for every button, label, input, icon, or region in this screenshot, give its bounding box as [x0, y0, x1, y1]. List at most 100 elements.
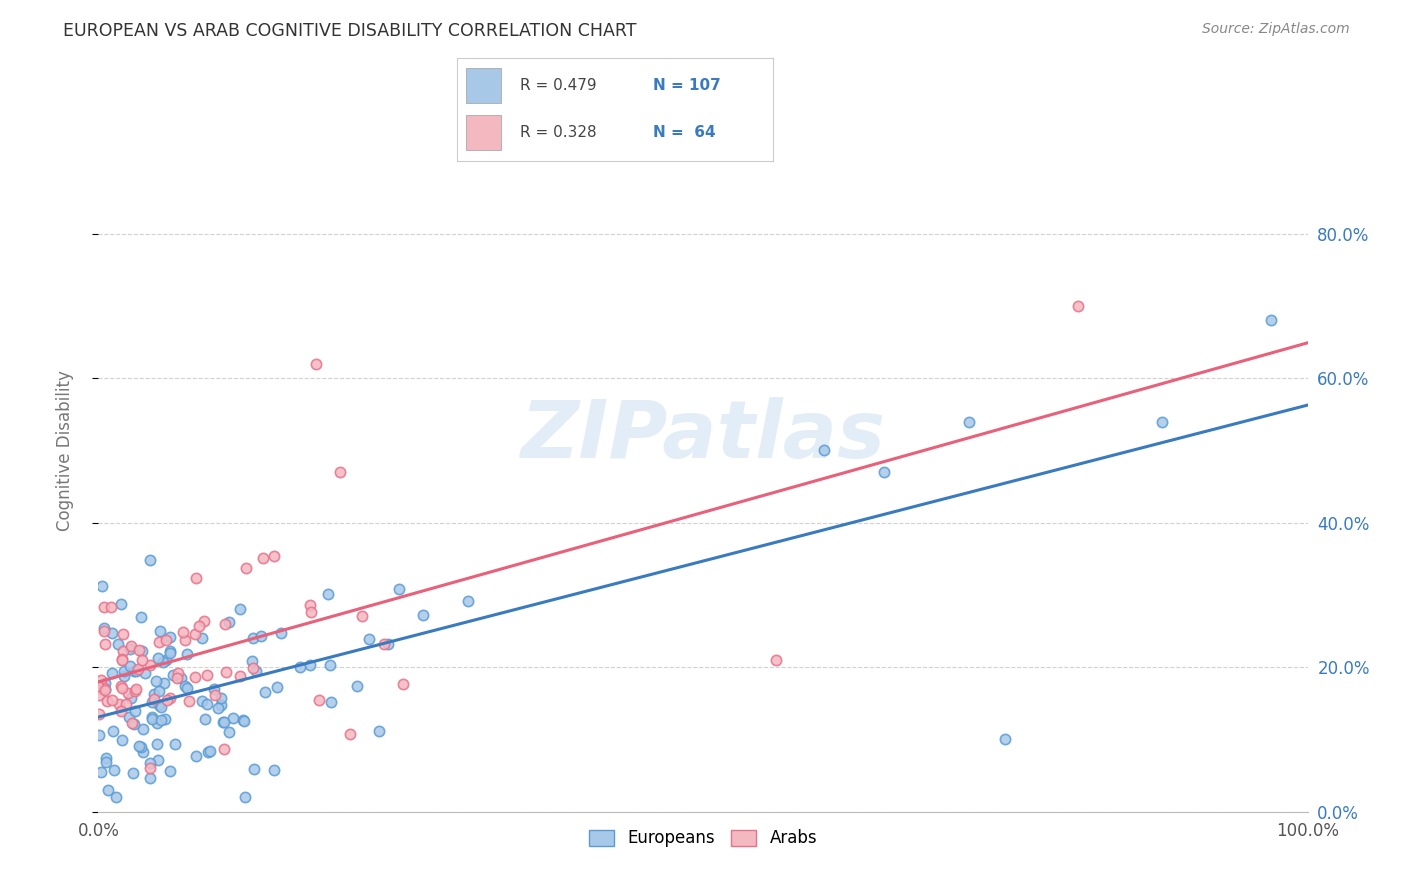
Point — [212, 741, 235, 756]
Point — [186, 571, 208, 585]
Point — [143, 686, 166, 700]
Point — [162, 668, 184, 682]
Point — [299, 605, 322, 619]
Point — [184, 670, 207, 684]
Point — [90, 673, 112, 688]
Point — [94, 681, 117, 696]
Point — [148, 635, 170, 649]
Point — [124, 704, 146, 718]
Point — [87, 679, 110, 693]
Point — [149, 713, 172, 727]
Point — [112, 664, 135, 678]
Point — [112, 668, 135, 682]
Point — [155, 633, 177, 648]
Point — [141, 712, 163, 726]
Point — [94, 682, 117, 697]
Point — [167, 666, 190, 681]
Point — [146, 753, 169, 767]
Point — [145, 716, 167, 731]
Point — [166, 671, 188, 685]
Point — [103, 763, 125, 777]
Point — [957, 415, 980, 429]
Point — [765, 653, 787, 667]
Text: EUROPEAN VS ARAB COGNITIVE DISABILITY CORRELATION CHART: EUROPEAN VS ARAB COGNITIVE DISABILITY CO… — [63, 22, 637, 40]
Point — [138, 658, 160, 673]
Point — [128, 643, 150, 657]
Point — [148, 684, 170, 698]
Point — [93, 599, 115, 614]
Point — [263, 763, 285, 777]
Point — [159, 764, 181, 779]
Point — [122, 716, 145, 731]
Point — [1067, 299, 1090, 313]
Point — [270, 626, 292, 640]
Point — [145, 737, 167, 751]
Point — [148, 698, 170, 713]
Point — [145, 673, 167, 688]
Point — [111, 652, 134, 666]
Point — [308, 692, 330, 706]
Point — [129, 610, 152, 624]
Point — [266, 680, 288, 694]
Point — [194, 712, 217, 726]
Point — [263, 549, 285, 563]
Point — [169, 672, 191, 686]
Point — [412, 608, 434, 623]
Point — [159, 646, 181, 660]
Point — [211, 715, 233, 730]
Point — [176, 648, 198, 662]
Point — [373, 637, 395, 651]
Point — [118, 710, 141, 724]
Point — [89, 707, 111, 722]
Point — [132, 745, 155, 759]
Point — [146, 650, 169, 665]
Point — [214, 616, 236, 631]
Point — [305, 357, 328, 371]
Point — [243, 762, 266, 776]
Point — [142, 691, 165, 706]
Point — [93, 621, 115, 635]
Point — [141, 710, 163, 724]
Point — [111, 651, 134, 665]
Point — [249, 629, 271, 643]
Point — [184, 627, 207, 641]
Point — [209, 691, 232, 706]
Point — [121, 715, 143, 730]
Point — [316, 586, 339, 600]
Point — [107, 637, 129, 651]
Point — [209, 698, 232, 712]
Text: N = 107: N = 107 — [652, 78, 721, 93]
Point — [350, 609, 373, 624]
Point — [229, 602, 252, 616]
Point — [89, 688, 111, 702]
Point — [298, 598, 321, 612]
Point — [112, 627, 135, 641]
Point — [97, 782, 120, 797]
Point — [93, 624, 115, 639]
Point — [132, 722, 155, 736]
Point — [110, 679, 132, 693]
Point — [93, 681, 115, 695]
Text: N =  64: N = 64 — [652, 126, 716, 140]
Point — [359, 632, 381, 646]
Point — [139, 756, 162, 770]
Point — [101, 693, 124, 707]
Text: ZIPatlas: ZIPatlas — [520, 397, 886, 475]
Point — [117, 685, 139, 699]
Point — [218, 725, 240, 739]
Point — [159, 630, 181, 644]
Point — [125, 682, 148, 697]
Legend: Europeans, Arabs: Europeans, Arabs — [582, 822, 824, 854]
Point — [235, 561, 257, 575]
Point — [149, 624, 172, 638]
Point — [111, 733, 134, 747]
Point — [994, 732, 1017, 747]
Point — [873, 465, 896, 479]
Point — [134, 666, 156, 681]
Point — [101, 724, 124, 739]
Point — [195, 698, 218, 712]
Point — [115, 697, 138, 711]
Point — [339, 727, 361, 741]
Point — [172, 624, 194, 639]
Point — [108, 697, 131, 711]
